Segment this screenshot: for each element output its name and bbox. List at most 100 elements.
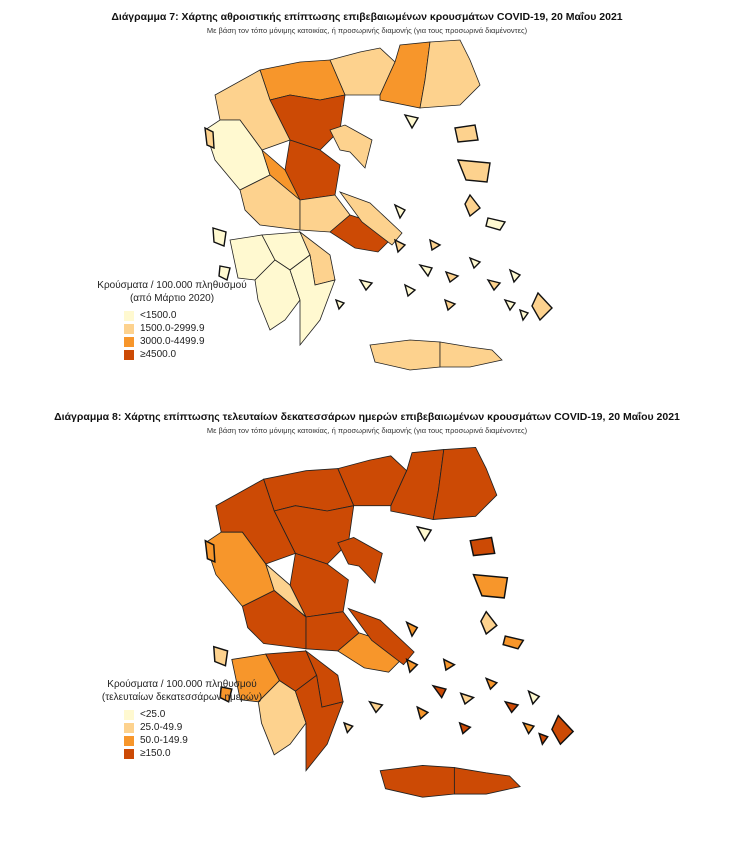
region bbox=[263, 468, 355, 512]
legend-label: ≥150.0 bbox=[140, 748, 171, 759]
legend-title: Κρούσματα / 100.000 πληθυσμού bbox=[97, 280, 247, 291]
island bbox=[403, 283, 417, 298]
island bbox=[212, 645, 229, 667]
region bbox=[432, 446, 498, 520]
island bbox=[334, 298, 346, 311]
legend-swatch bbox=[124, 336, 134, 347]
island bbox=[538, 732, 549, 746]
region bbox=[439, 341, 503, 368]
island bbox=[368, 700, 384, 714]
island bbox=[444, 270, 460, 284]
island bbox=[518, 308, 530, 322]
island bbox=[472, 573, 509, 599]
island bbox=[468, 256, 482, 270]
legend-item: 50.0-149.9 bbox=[124, 734, 282, 747]
legend-item: <1500.0 bbox=[124, 309, 262, 322]
region bbox=[419, 39, 481, 109]
map8-greece-choropleth bbox=[204, 446, 575, 798]
island bbox=[521, 721, 536, 736]
island bbox=[485, 217, 507, 231]
region bbox=[379, 764, 455, 798]
island bbox=[442, 658, 456, 672]
island bbox=[342, 721, 354, 735]
island bbox=[480, 610, 498, 636]
legend-subtitle: (από Μάρτιο 2020) bbox=[129, 293, 215, 304]
map7-subtitle: Με βάση τον τόπο μόνιμης κατοικίας, ή πρ… bbox=[206, 26, 528, 35]
island bbox=[454, 124, 479, 143]
legend-swatch bbox=[124, 735, 134, 746]
island bbox=[429, 238, 442, 252]
region bbox=[259, 59, 346, 101]
region bbox=[347, 607, 415, 666]
legend-swatch bbox=[124, 310, 134, 321]
island bbox=[415, 525, 433, 543]
legend-swatch bbox=[124, 349, 134, 360]
legend-item: 3000.0-4499.9 bbox=[124, 335, 262, 348]
island bbox=[218, 265, 231, 282]
island bbox=[418, 263, 434, 278]
legend-item: 25.0-49.9 bbox=[124, 721, 282, 734]
region bbox=[338, 191, 403, 246]
legend-label: <1500.0 bbox=[140, 310, 177, 321]
island bbox=[393, 203, 407, 220]
island bbox=[204, 126, 215, 150]
region bbox=[294, 674, 344, 772]
island bbox=[503, 298, 517, 312]
legend-item: <25.0 bbox=[124, 708, 282, 721]
legend-swatch bbox=[124, 748, 134, 759]
island bbox=[464, 193, 481, 218]
region bbox=[369, 339, 441, 371]
legend-label: 50.0-149.9 bbox=[140, 735, 188, 746]
legend-swatch bbox=[124, 323, 134, 334]
map7-legend: Κρούσματα / 100.000 πληθυσμού (από Μάρτι… bbox=[82, 279, 262, 361]
island bbox=[443, 298, 457, 312]
region bbox=[254, 259, 301, 331]
island bbox=[416, 705, 430, 721]
legend-item: 1500.0-2999.9 bbox=[124, 322, 262, 335]
region bbox=[289, 254, 336, 347]
island bbox=[212, 227, 227, 247]
region bbox=[257, 680, 307, 756]
map8-subtitle: Με βάση τον τόπο μόνιμης κατοικίας, ή πρ… bbox=[206, 426, 528, 435]
greece-map bbox=[204, 39, 553, 371]
map7-greece-choropleth bbox=[204, 39, 553, 371]
island bbox=[405, 658, 419, 674]
island bbox=[486, 278, 502, 292]
greece-map bbox=[204, 446, 575, 798]
island bbox=[531, 291, 553, 322]
region bbox=[337, 537, 383, 584]
island bbox=[502, 635, 525, 650]
legend-label: 1500.0-2999.9 bbox=[140, 323, 205, 334]
legend-label: 3000.0-4499.9 bbox=[140, 336, 205, 347]
island bbox=[459, 692, 476, 706]
legend-subtitle: (τελευταίων δεκατεσσάρων ημερών) bbox=[101, 692, 263, 703]
island bbox=[403, 113, 420, 130]
island bbox=[503, 700, 520, 714]
island bbox=[469, 536, 496, 557]
region bbox=[453, 767, 521, 795]
legend-label: 25.0-49.9 bbox=[140, 722, 183, 733]
island bbox=[551, 714, 575, 746]
map8-title: Διάγραμμα 8: Χάρτης επίπτωσης τελευταίων… bbox=[54, 411, 680, 423]
legend-label: <25.0 bbox=[140, 709, 166, 720]
legend-item: ≥4500.0 bbox=[124, 348, 262, 361]
island bbox=[456, 159, 491, 183]
island bbox=[358, 278, 374, 292]
legend-swatch bbox=[124, 722, 134, 733]
island bbox=[508, 268, 522, 284]
region bbox=[329, 124, 373, 169]
island bbox=[204, 539, 216, 564]
island bbox=[405, 620, 419, 638]
island bbox=[458, 721, 472, 735]
legend-swatch bbox=[124, 709, 134, 720]
legend-label: ≥4500.0 bbox=[140, 349, 177, 360]
legend-item: ≥150.0 bbox=[124, 747, 282, 760]
map7-title: Διάγραμμα 7: Χάρτης αθροιστικής επίπτωση… bbox=[111, 11, 623, 23]
island bbox=[219, 686, 233, 703]
island bbox=[484, 677, 499, 691]
island bbox=[527, 689, 541, 706]
island bbox=[431, 684, 447, 699]
legend-title: Κρούσματα / 100.000 πληθυσμού bbox=[107, 679, 257, 690]
island bbox=[393, 238, 407, 254]
